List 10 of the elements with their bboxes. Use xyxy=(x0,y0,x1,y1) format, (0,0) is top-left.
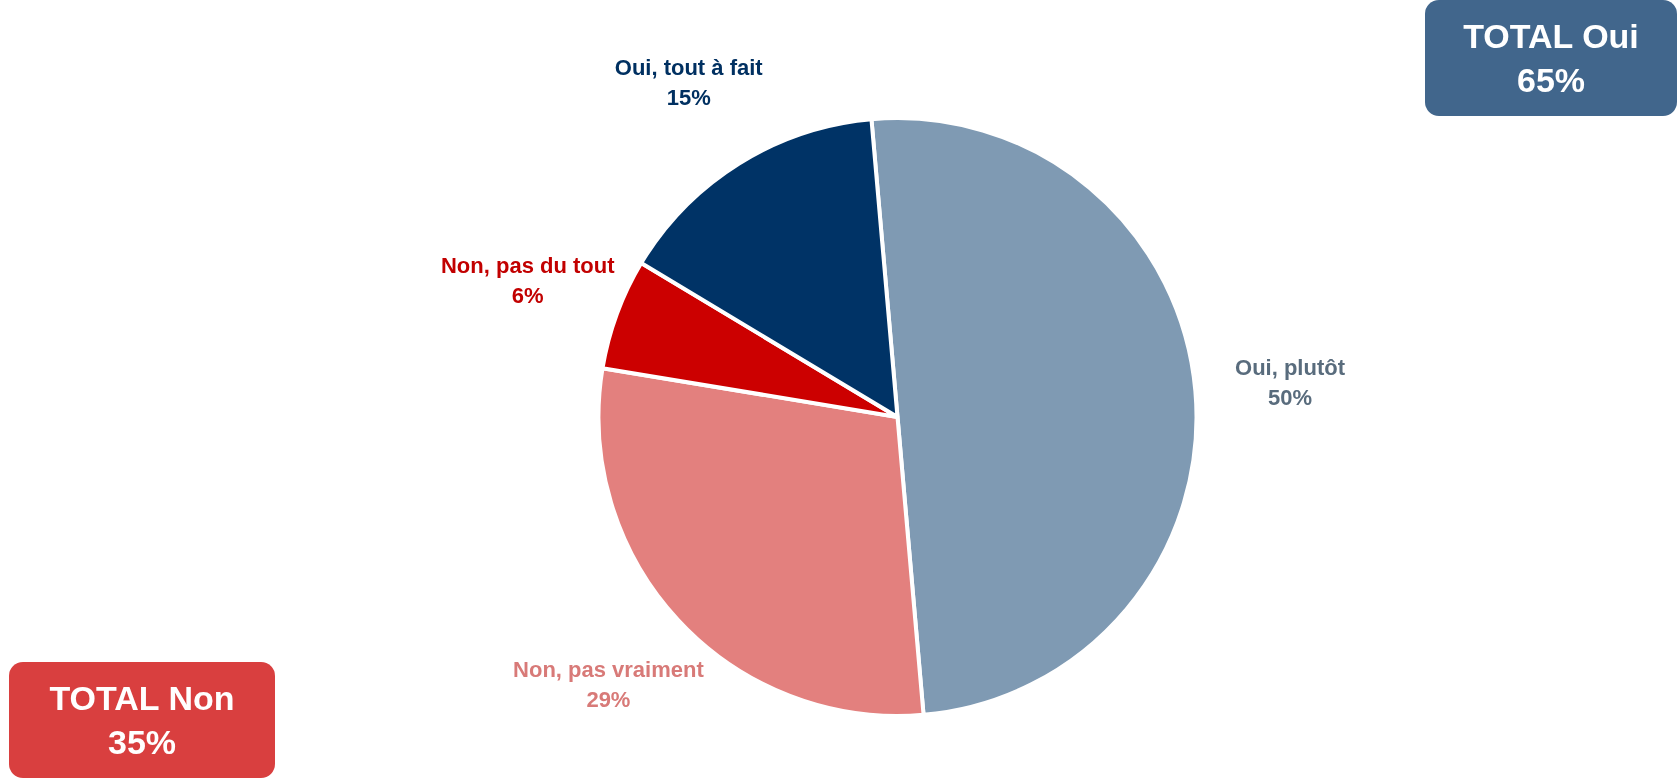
slice-label: Oui, plutôt xyxy=(1235,354,1346,380)
data-label: 6% xyxy=(511,283,544,309)
text: TOTAL Oui 65% xyxy=(1425,0,1677,116)
slice-label: Non, pas vraiment xyxy=(513,656,705,682)
text: TOTAL Non 35% xyxy=(9,662,275,778)
data-label: 15% xyxy=(666,84,711,110)
slice-label: Non, pas du tout xyxy=(440,253,616,279)
slice-label: Oui, tout à fait xyxy=(614,54,764,80)
data-label: 50% xyxy=(1267,384,1313,410)
data-label: 29% xyxy=(586,686,631,712)
